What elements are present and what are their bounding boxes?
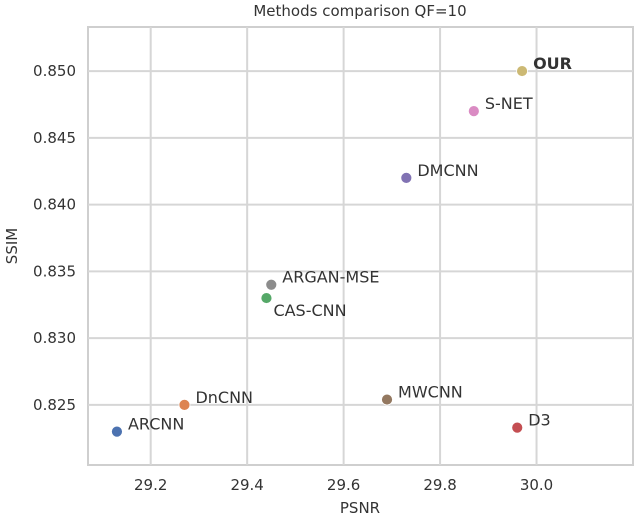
- label-cas-cnn: CAS-CNN: [273, 301, 346, 320]
- plot-area: [87, 26, 634, 466]
- point-mwcnn: [381, 393, 393, 406]
- point-dncnn: [178, 399, 191, 411]
- y-tick-label: 0.840: [33, 196, 76, 214]
- point-cas-cnn: [260, 292, 273, 304]
- y-tick-label: 0.825: [33, 396, 76, 414]
- chart-title: Methods comparison QF=10: [253, 2, 466, 20]
- point-s-net: [467, 105, 480, 118]
- x-axis-label: PSNR: [340, 499, 380, 517]
- point-our: [516, 65, 528, 77]
- data-points: [111, 65, 528, 438]
- x-tick-label: 30.0: [520, 476, 553, 494]
- label-our: OUR: [533, 54, 572, 73]
- label-arcnn: ARCNN: [128, 415, 184, 434]
- point-d3: [511, 421, 524, 434]
- point-dmcnn: [400, 171, 413, 184]
- label-dmcnn: DMCNN: [417, 161, 478, 180]
- x-tick-label: 29.6: [327, 476, 360, 494]
- tick-labels: 29.2 29.4 29.6 29.8 30.0 0.825 0.830 0.835 0.840…: [33, 62, 553, 494]
- point-labels: ARCNN DnCNN CAS-CNN ARGAN-MSE MWCNN DMCNN S-NE…: [128, 54, 572, 434]
- label-s-net: S-NET: [485, 94, 533, 113]
- y-tick-label: 0.830: [33, 329, 76, 347]
- x-tick-label: 29.8: [423, 476, 456, 494]
- point-argan-mse: [265, 278, 278, 291]
- label-argan-mse: ARGAN-MSE: [282, 268, 379, 287]
- x-tick-label: 29.2: [134, 476, 167, 494]
- x-tick-label: 29.4: [230, 476, 263, 494]
- y-tick-label: 0.850: [33, 62, 76, 80]
- label-d3: D3: [528, 411, 551, 430]
- label-dncnn: DnCNN: [195, 388, 253, 407]
- y-tick-label: 0.835: [33, 262, 76, 280]
- y-axis-label: SSIM: [3, 228, 21, 264]
- label-mwcnn: MWCNN: [398, 383, 463, 402]
- y-tick-label: 0.845: [33, 129, 76, 147]
- point-arcnn: [111, 425, 123, 438]
